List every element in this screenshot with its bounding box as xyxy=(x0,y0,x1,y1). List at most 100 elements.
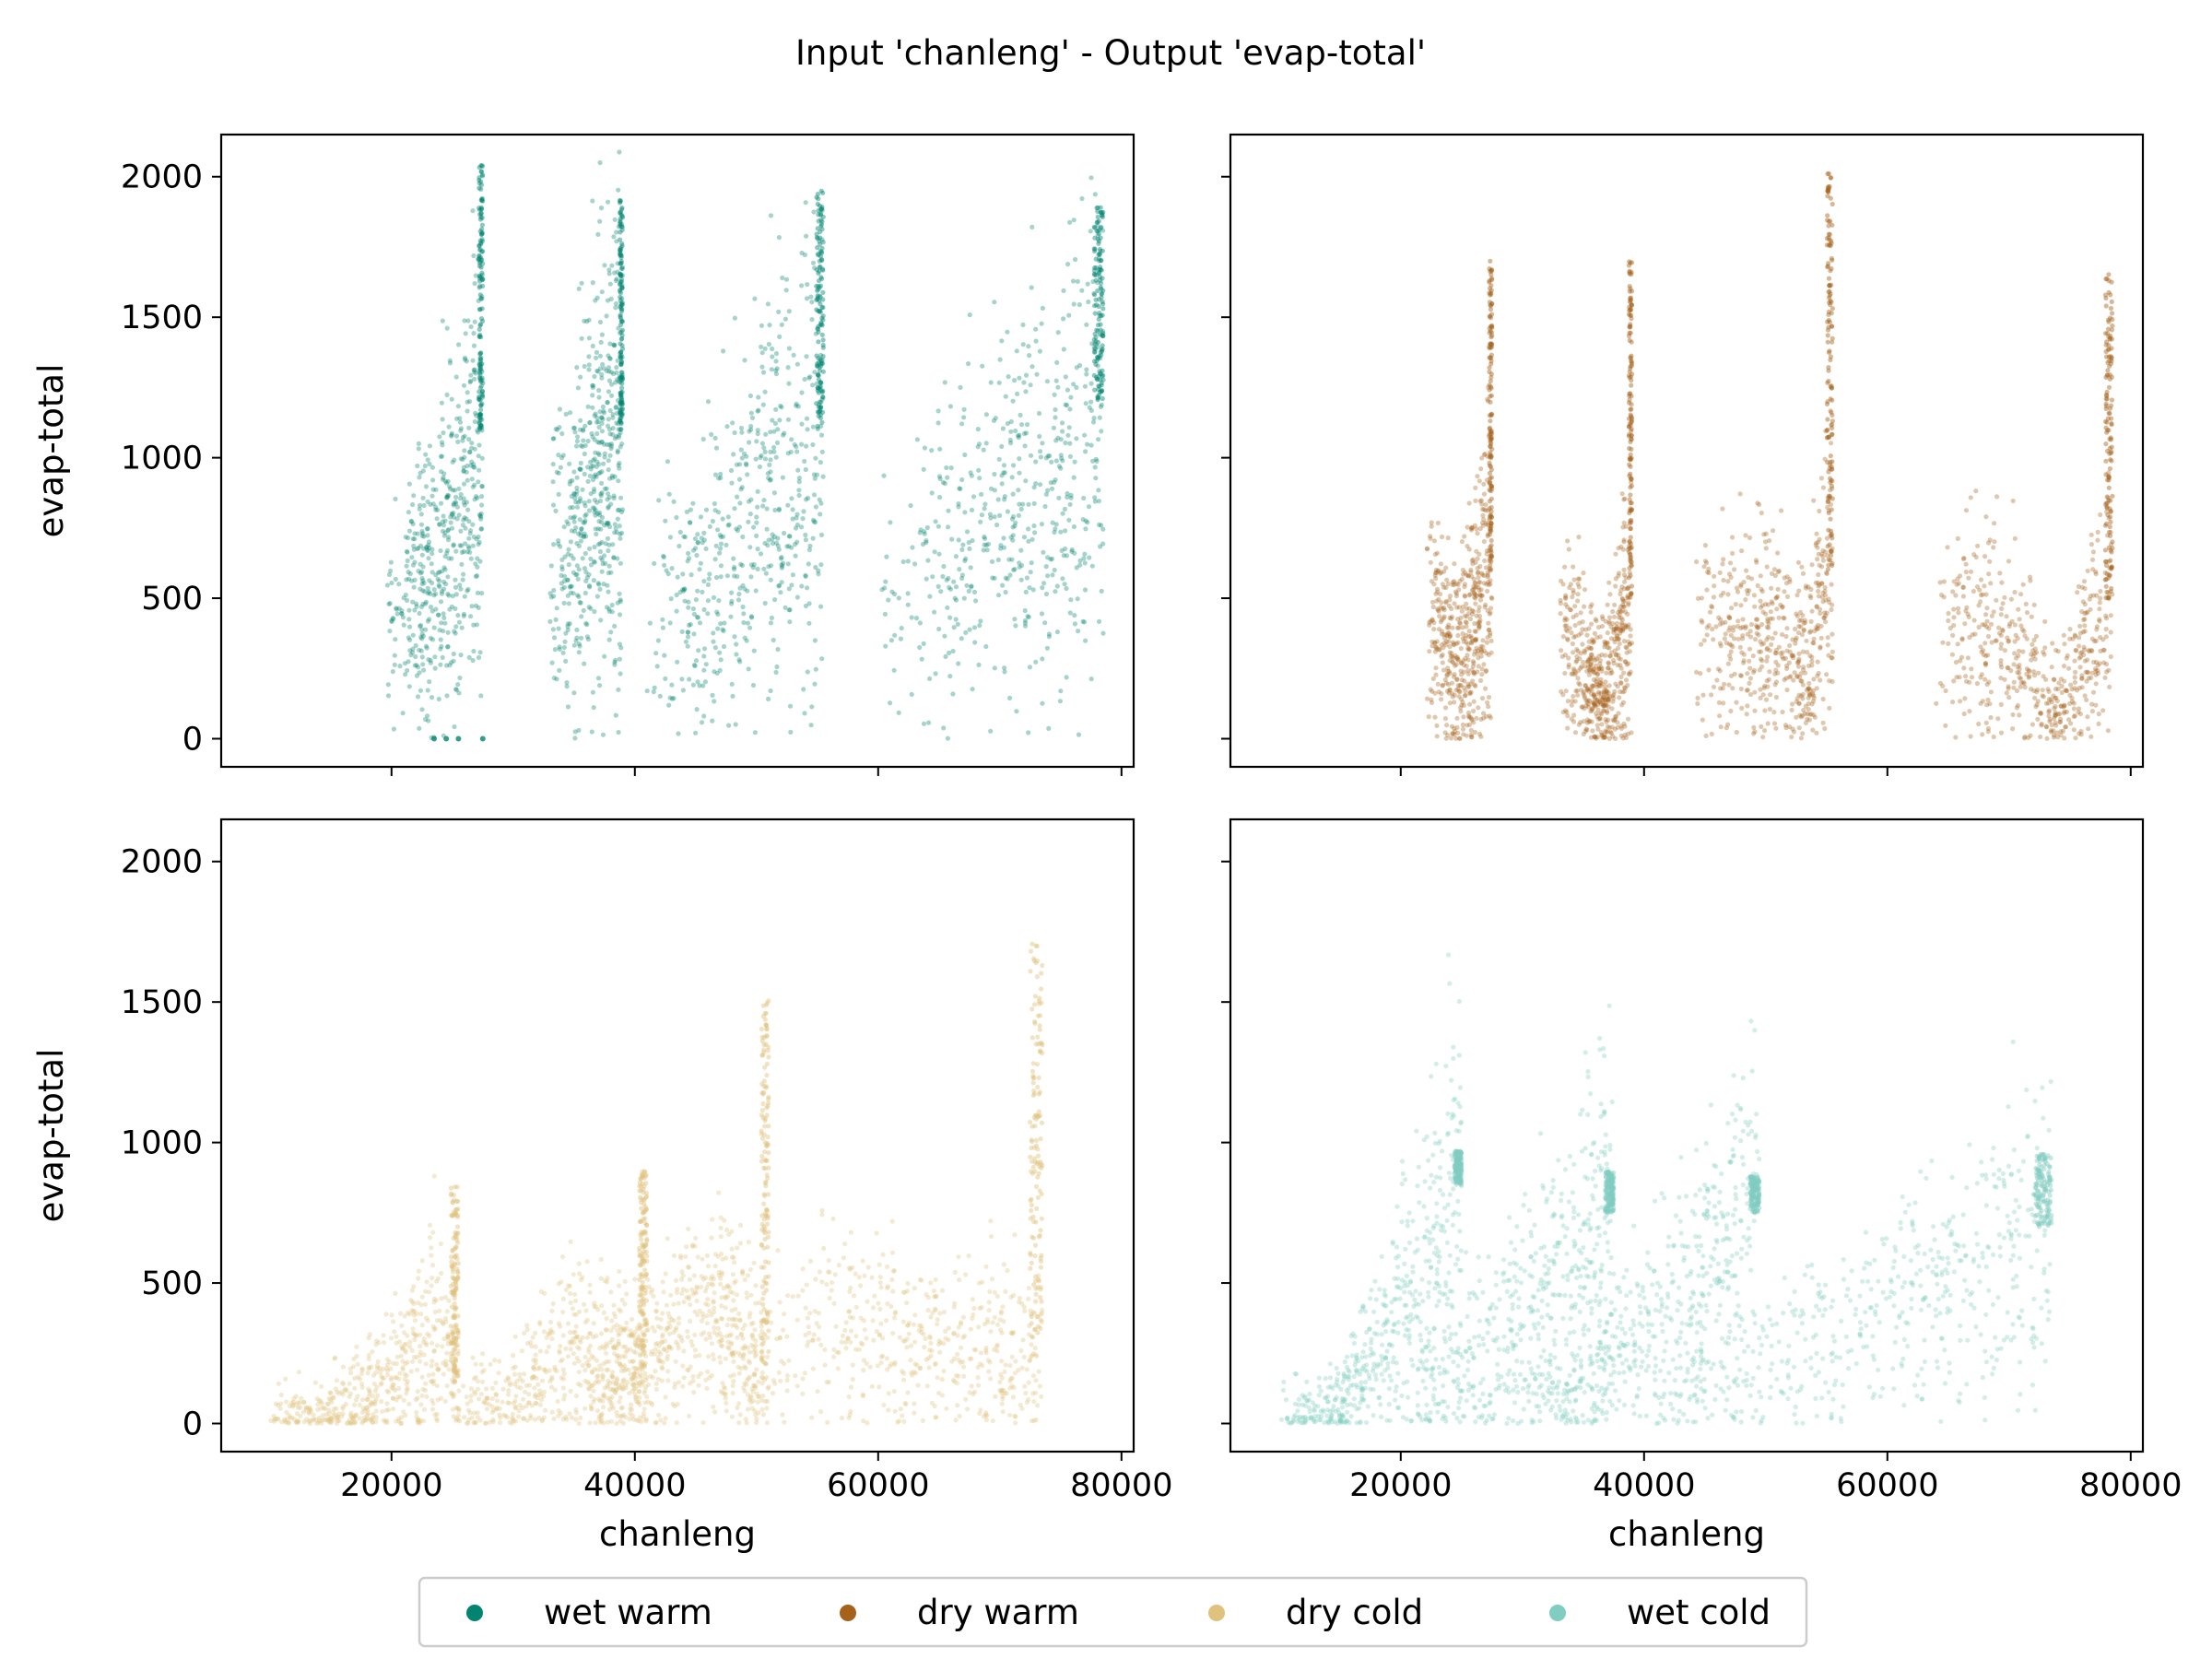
scatter-point xyxy=(1752,708,1758,713)
scatter-point xyxy=(437,628,442,633)
scatter-point xyxy=(1562,670,1568,677)
scatter-point xyxy=(433,507,439,512)
scatter-point xyxy=(686,550,691,557)
scatter-point xyxy=(1789,735,1794,740)
scatter-point xyxy=(1626,600,1631,606)
scatter-point xyxy=(760,503,766,509)
scatter-point xyxy=(1827,295,1832,300)
scatter-point xyxy=(477,359,483,365)
scatter-point xyxy=(957,567,962,572)
scatter-point xyxy=(730,693,735,700)
scatter-point xyxy=(400,615,406,620)
scatter-point xyxy=(1054,359,1060,365)
scatter-point xyxy=(937,446,943,452)
scatter-point xyxy=(1827,282,1832,288)
scatter-point xyxy=(1023,478,1029,484)
scatter-point xyxy=(1732,671,1737,677)
scatter-point xyxy=(1431,582,1437,587)
scatter-point xyxy=(2084,697,2089,703)
scatter-point xyxy=(475,564,480,570)
scatter-point xyxy=(1100,541,1106,547)
scatter-point xyxy=(1988,689,1994,695)
scatter-point xyxy=(479,231,485,237)
scatter-point xyxy=(715,626,721,631)
scatter-point xyxy=(404,577,409,582)
scatter-point xyxy=(692,664,698,669)
scatter-point xyxy=(1828,479,1833,486)
scatter-point xyxy=(470,657,476,664)
scatter-point xyxy=(582,590,588,596)
scatter-point xyxy=(809,317,815,323)
scatter-point xyxy=(599,420,605,427)
scatter-point xyxy=(453,577,458,582)
scatter-point xyxy=(728,614,734,619)
scatter-point xyxy=(576,567,582,572)
scatter-point xyxy=(477,177,482,182)
scatter-point xyxy=(718,563,724,569)
scatter-point xyxy=(436,570,441,575)
scatter-points-top-left xyxy=(384,149,1106,742)
scatter-point xyxy=(391,617,396,622)
scatter-point xyxy=(433,591,439,596)
scatter-point xyxy=(2067,636,2073,641)
scatter-point xyxy=(479,172,486,178)
scatter-point xyxy=(478,275,484,280)
scatter-point xyxy=(1452,561,1457,567)
scatter-point xyxy=(2028,733,2033,738)
scatter-point xyxy=(662,562,667,568)
scatter-point xyxy=(710,692,715,699)
scatter-point xyxy=(1082,551,1088,557)
scatter-point xyxy=(1028,382,1033,388)
scatter-point xyxy=(771,444,777,451)
scatter-point xyxy=(1830,535,1835,541)
scatter-point xyxy=(479,222,486,228)
scatter-point xyxy=(932,549,937,555)
scatter-point xyxy=(1012,617,1018,622)
scatter-point xyxy=(818,432,825,438)
scatter-point xyxy=(791,352,796,358)
scatter-point xyxy=(935,420,941,426)
scatter-point xyxy=(818,301,823,307)
scatter-point xyxy=(1016,488,1021,493)
scatter-point xyxy=(1042,620,1048,626)
scatter-point xyxy=(1829,409,1834,415)
scatter-point xyxy=(441,579,447,584)
scatter-point xyxy=(597,409,603,415)
scatter-point xyxy=(1624,650,1630,655)
scatter-point xyxy=(1053,406,1058,413)
scatter-point xyxy=(467,380,473,385)
scatter-point xyxy=(1589,602,1594,607)
scatter-point xyxy=(425,618,430,624)
scatter-point xyxy=(437,434,442,440)
scatter-point xyxy=(2041,649,2046,655)
scatter-point xyxy=(596,387,602,394)
scatter-point xyxy=(933,519,938,524)
scatter-point xyxy=(1744,712,1749,717)
scatter-point xyxy=(457,419,464,425)
scatter-point xyxy=(417,475,422,480)
scatter-point xyxy=(1429,697,1434,702)
scatter-point xyxy=(587,584,593,590)
scatter-point xyxy=(551,587,557,594)
scatter-point xyxy=(416,441,421,446)
scatter-point xyxy=(1013,623,1018,629)
scatter-point xyxy=(473,494,479,500)
scatter-point xyxy=(1452,692,1457,698)
scatter-point xyxy=(1793,626,1798,632)
scatter-point xyxy=(467,449,473,454)
scatter-point xyxy=(1810,640,1816,646)
scatter-point xyxy=(598,526,604,532)
scatter-point xyxy=(604,486,609,491)
scatter-point xyxy=(449,432,454,438)
scatter-point xyxy=(478,693,484,699)
scatter-point xyxy=(1816,571,1821,578)
scatter-point xyxy=(1594,681,1599,687)
scatter-point xyxy=(1096,383,1101,389)
scatter-point xyxy=(1562,564,1568,570)
scatter-point xyxy=(1826,261,1831,266)
scatter-point xyxy=(462,594,467,599)
scatter-point xyxy=(1618,680,1624,687)
scatter-point xyxy=(477,284,483,289)
scatter-point xyxy=(754,439,759,444)
scatter-point xyxy=(999,443,1005,449)
